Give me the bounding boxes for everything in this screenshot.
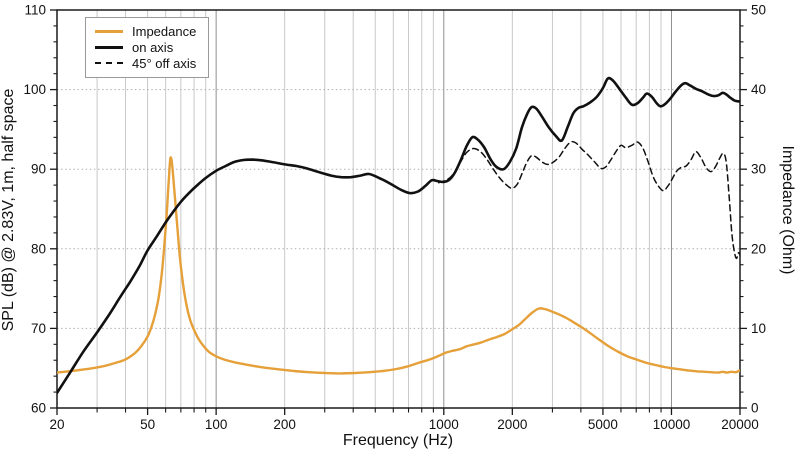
svg-text:40: 40 — [751, 82, 766, 97]
svg-text:20000: 20000 — [721, 417, 759, 432]
tick-labels: 20 50 100 200 1000 2000 5000 10000 2000060708090… — [23, 3, 766, 433]
svg-text:60: 60 — [31, 401, 46, 416]
svg-text:5000: 5000 — [588, 417, 618, 432]
svg-text:20: 20 — [49, 417, 64, 432]
svg-text:30: 30 — [751, 162, 766, 177]
impedance-line-swatch — [95, 29, 123, 33]
svg-text:70: 70 — [31, 321, 46, 336]
impedance-curve — [57, 156, 740, 375]
spl-axis-title: SPL (dB) @ 2.83V, 1m, half space — [0, 88, 17, 332]
svg-text:0: 0 — [751, 401, 759, 416]
svg-text:1000: 1000 — [429, 417, 459, 432]
legend-label-impedance: Impedance — [132, 23, 197, 39]
svg-text:50: 50 — [140, 417, 155, 432]
svg-text:90: 90 — [31, 162, 46, 177]
off-axis-curve — [437, 140, 740, 260]
curves — [57, 76, 740, 395]
svg-text:50: 50 — [751, 3, 766, 18]
frequency-axis-title: Frequency (Hz) — [342, 432, 454, 449]
svg-text:100: 100 — [205, 417, 228, 432]
svg-text:100: 100 — [23, 82, 46, 97]
svg-text:2000: 2000 — [497, 417, 527, 432]
legend-item-impedance: Impedance — [95, 23, 196, 39]
legend-item-45-off-axis: 45° off axis — [95, 55, 196, 71]
svg-text:10000: 10000 — [653, 417, 691, 432]
svg-text:80: 80 — [31, 241, 46, 256]
svg-text:200: 200 — [273, 417, 296, 432]
legend: Impedance on axis 45° off axis — [85, 17, 210, 78]
svg-text:110: 110 — [24, 3, 46, 18]
off-axis-line-swatch — [95, 62, 123, 64]
legend-label-45-off-axis: 45° off axis — [132, 55, 197, 71]
on-axis-curve — [57, 76, 740, 395]
plot-frame — [56, 9, 741, 409]
on-axis-line-swatch — [95, 45, 123, 49]
legend-label-on-axis: on axis — [132, 39, 174, 55]
svg-text:10: 10 — [751, 321, 766, 336]
legend-item-on-axis: on axis — [95, 39, 196, 55]
svg-text:20: 20 — [751, 241, 766, 256]
impedance-axis-title: Impedance (Ohm) — [779, 145, 796, 275]
